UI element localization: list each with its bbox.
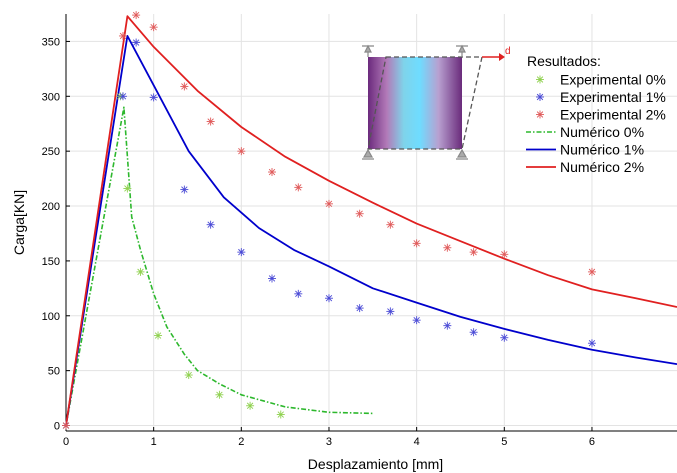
x-tick-label: 4	[414, 436, 420, 448]
y-tick-label: 200	[42, 201, 60, 213]
arrow-head-icon	[499, 53, 505, 61]
point-experimental-2	[118, 31, 127, 40]
x-tick-label: 1	[151, 436, 157, 448]
point-experimental-2	[469, 248, 478, 257]
x-axis-title: Desplazamiento [mm]	[308, 456, 443, 472]
legend-marker	[536, 75, 544, 84]
point-experimental-1	[355, 304, 364, 313]
point-experimental-1	[469, 328, 478, 337]
point-experimental-1	[206, 220, 215, 229]
point-experimental-2	[355, 209, 364, 218]
point-experimental-0	[246, 401, 255, 410]
point-experimental-1	[118, 92, 127, 101]
point-experimental-2	[132, 11, 141, 20]
y-tick-label: 50	[48, 366, 60, 378]
point-experimental-2	[587, 267, 596, 276]
series-points	[62, 11, 596, 430]
inset-specimen-diagram: d	[362, 44, 511, 160]
point-experimental-0	[154, 331, 163, 340]
point-experimental-2	[500, 250, 509, 259]
point-experimental-1	[132, 38, 141, 47]
point-experimental-1	[149, 93, 158, 102]
point-experimental-1	[386, 307, 395, 316]
legend-label: Experimental 1%	[560, 89, 666, 105]
legend-label: Numérico 2%	[560, 159, 644, 175]
legend-item: Numérico 1%	[526, 142, 644, 158]
x-tick-label: 3	[326, 436, 332, 448]
y-axis-title: Carga[KN]	[11, 190, 27, 255]
support-icon	[362, 44, 374, 57]
point-experimental-0	[136, 267, 145, 276]
point-experimental-2	[237, 147, 246, 156]
point-experimental-2	[268, 168, 277, 177]
legend-item: Numérico 0%	[526, 124, 644, 140]
point-experimental-2	[206, 117, 215, 126]
support-icon	[456, 148, 468, 160]
legend-item: Experimental 2%	[536, 107, 666, 123]
point-experimental-1	[268, 274, 277, 283]
legend: Resultados: Experimental 0%Experimental 1…	[526, 53, 666, 175]
legend-item: Experimental 0%	[536, 72, 666, 88]
legend-marker	[536, 93, 544, 101]
y-tick-label: 100	[42, 311, 60, 323]
point-experimental-1	[294, 289, 303, 298]
support-icon	[456, 44, 468, 57]
x-tick-label: 5	[501, 436, 507, 448]
point-experimental-0	[276, 410, 285, 419]
x-tick-label: 0	[63, 436, 69, 448]
legend-label: Experimental 2%	[560, 107, 666, 123]
point-experimental-2	[386, 220, 395, 229]
point-experimental-1	[180, 185, 189, 194]
point-experimental-2	[62, 421, 70, 430]
point-experimental-2	[294, 183, 303, 192]
line-numerico-2	[65, 15, 677, 426]
point-experimental-0	[215, 390, 224, 399]
legend-label: Numérico 1%	[560, 142, 644, 158]
line-numerico-1	[65, 35, 677, 426]
point-experimental-1	[587, 339, 596, 348]
y-tick-label: 0	[54, 421, 60, 433]
series-lines	[65, 15, 677, 426]
legend-item: Experimental 1%	[536, 89, 666, 105]
point-experimental-0	[184, 371, 193, 380]
specimen-body	[368, 57, 462, 149]
axes: 0 1 2 3 4 5 6 0 50 100 150 200 250 300 350	[42, 14, 677, 448]
legend-label: Experimental 0%	[560, 72, 666, 88]
y-tick-label: 350	[42, 36, 60, 48]
point-experimental-1	[500, 333, 509, 342]
x-tick-label: 6	[589, 436, 595, 448]
point-experimental-1	[324, 294, 333, 303]
legend-title: Resultados:	[527, 53, 601, 69]
legend-item: Numérico 2%	[526, 159, 644, 175]
legend-marker	[536, 110, 544, 119]
point-experimental-1	[237, 248, 246, 257]
support-icon	[362, 148, 374, 160]
point-experimental-2	[149, 23, 158, 32]
point-experimental-2	[443, 243, 452, 252]
y-tick-label: 150	[42, 256, 60, 268]
point-experimental-1	[412, 316, 421, 325]
y-tick-label: 300	[42, 91, 60, 103]
y-tick-label: 250	[42, 146, 60, 158]
x-tick-label: 2	[238, 436, 244, 448]
legend-label: Numérico 0%	[560, 124, 644, 140]
point-experimental-2	[180, 82, 189, 91]
line-numerico-0	[65, 106, 373, 426]
displacement-label: d	[505, 46, 511, 57]
deformed-outline	[367, 56, 483, 150]
point-experimental-2	[412, 239, 421, 248]
point-experimental-1	[443, 321, 452, 330]
point-experimental-0	[123, 184, 132, 193]
point-experimental-2	[324, 199, 333, 208]
